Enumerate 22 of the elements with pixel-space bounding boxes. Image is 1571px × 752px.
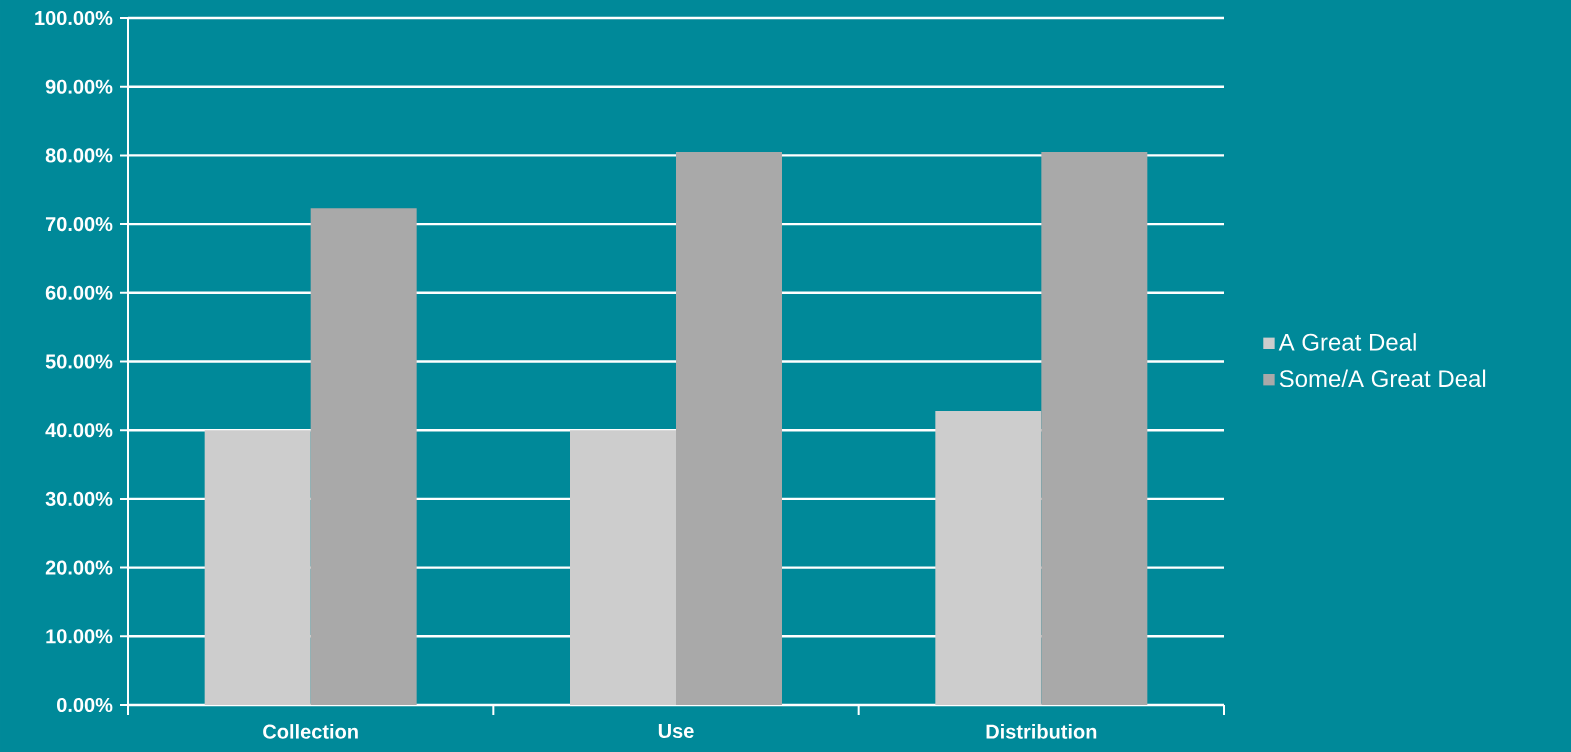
y-tick-label: 20.00% [45, 560, 113, 575]
y-tick-label: 0.00% [57, 697, 113, 713]
bar [310, 208, 417, 705]
x-tick-label: Use [658, 724, 694, 739]
x-tick-label: Collection [263, 724, 358, 739]
y-tick-label: 90.00% [45, 79, 113, 94]
y-tick-label: 40.00% [45, 423, 113, 438]
bar [1041, 151, 1148, 705]
y-tick-label: 50.00% [45, 354, 113, 369]
bar [204, 430, 311, 705]
y-tick-label: 70.00% [45, 217, 113, 232]
bar [935, 410, 1042, 705]
bar [570, 430, 676, 705]
bar [676, 151, 782, 705]
y-tick-label: 100.00% [35, 10, 113, 26]
legend-label: Some/A Great Deal [1279, 369, 1486, 388]
y-tick-label: 30.00% [45, 491, 113, 506]
y-tick-label: 10.00% [46, 629, 113, 644]
x-tick-label: Distribution [986, 724, 1097, 739]
y-tick-label: 60.00% [45, 285, 113, 300]
legend-label: A Great Deal [1278, 333, 1416, 351]
y-tick-label: 80.00% [45, 148, 113, 163]
